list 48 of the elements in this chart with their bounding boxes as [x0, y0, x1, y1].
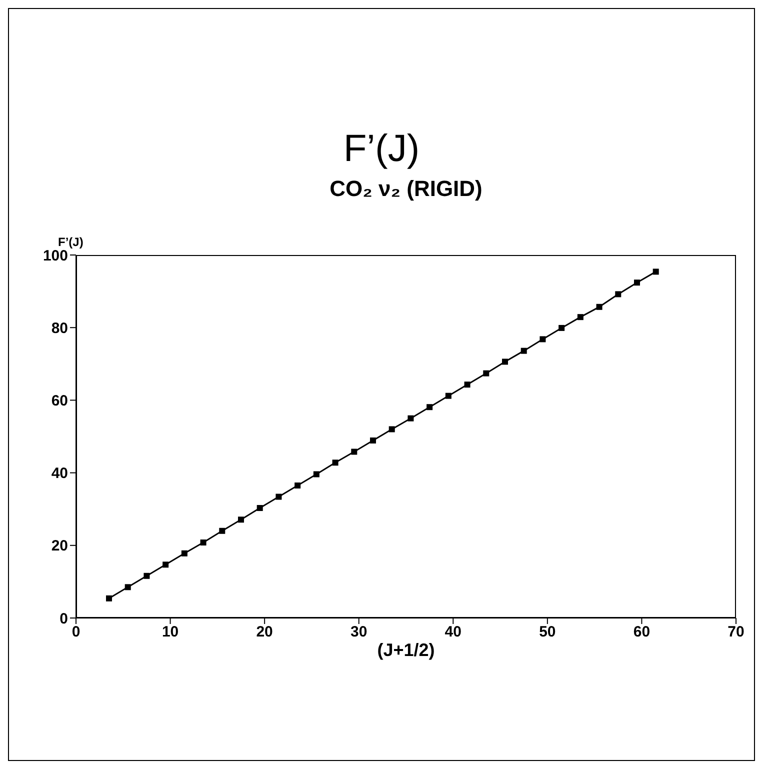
point [540, 336, 546, 342]
point [276, 494, 282, 500]
y-tick-label: 80 [51, 320, 68, 337]
point [634, 280, 640, 286]
point [313, 471, 320, 478]
point [652, 268, 659, 275]
point [426, 404, 433, 410]
point [445, 392, 452, 399]
y-tick-label: 0 [60, 610, 68, 628]
chart-title: F’(J) [342, 127, 420, 171]
point [483, 370, 490, 376]
chart-subtitle: CO₂ ν₂ (RIGID) [328, 175, 484, 203]
point [388, 426, 395, 432]
point [332, 460, 338, 466]
y-tick-label: 40 [51, 465, 68, 482]
x-tick-label: 10 [162, 624, 179, 641]
y-tick-label: 100 [42, 247, 68, 264]
point [408, 415, 414, 422]
point [238, 516, 244, 523]
point [351, 448, 358, 455]
y-tick-label: 60 [51, 392, 68, 410]
point [106, 595, 112, 602]
x-tick-label: 60 [633, 624, 650, 641]
point [502, 358, 508, 365]
point [577, 314, 584, 320]
x-tick-label: 70 [728, 624, 744, 641]
point [558, 324, 565, 331]
x-tick-label: 50 [539, 624, 556, 641]
x-axis-title: (J+1/2) [377, 640, 435, 660]
point [200, 539, 206, 546]
x-tick-label: 30 [350, 624, 368, 641]
y-tick-label: 20 [51, 538, 68, 555]
point [520, 348, 527, 354]
point [162, 562, 169, 568]
point [181, 550, 188, 556]
point [144, 572, 150, 579]
point [124, 584, 131, 590]
x-tick-label: 0 [72, 624, 80, 641]
point [294, 482, 301, 489]
point [370, 437, 376, 444]
point [464, 382, 470, 388]
point [596, 304, 602, 310]
point [256, 505, 263, 512]
y-axis-title: F’(J) [58, 235, 84, 249]
point [615, 291, 622, 298]
x-tick-label: 20 [256, 624, 273, 641]
x-tick-label: 40 [444, 624, 462, 641]
point [219, 528, 226, 534]
